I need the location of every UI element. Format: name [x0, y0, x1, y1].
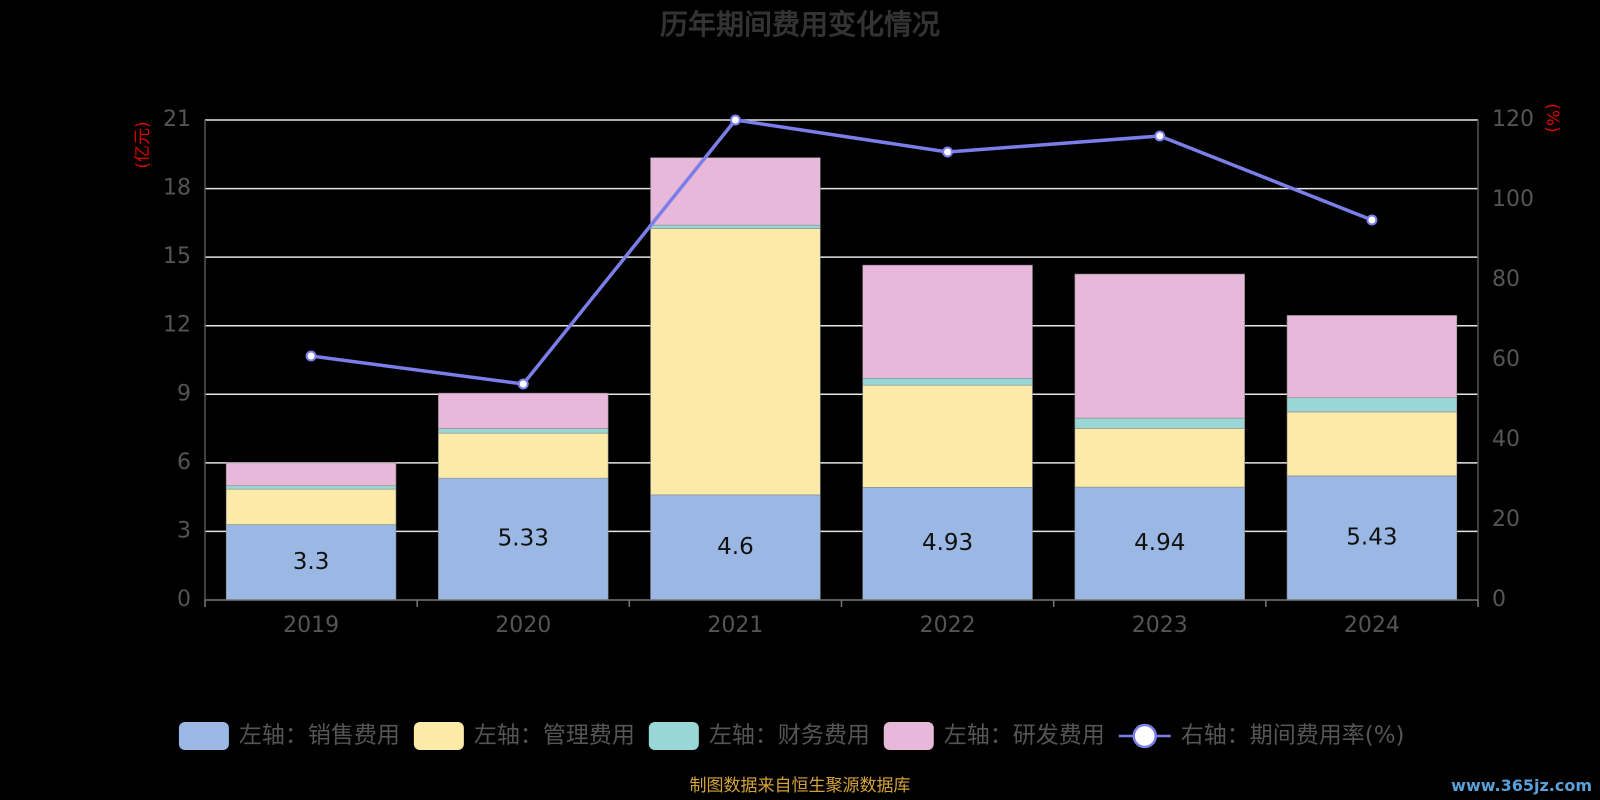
left-tick-label: 12	[163, 313, 191, 338]
left-tick-label: 3	[177, 518, 191, 543]
bar-segment-3	[1074, 273, 1245, 419]
right-tick-label: 0	[1492, 587, 1506, 612]
bar-segment-2	[225, 485, 397, 490]
left-tick-label: 9	[177, 381, 191, 406]
legend-swatch	[178, 722, 229, 750]
rate-line-point	[942, 146, 954, 158]
bar-segment-3	[225, 462, 397, 487]
bar-segment-0	[1286, 475, 1458, 601]
bar-segment-0	[1074, 486, 1245, 601]
rate-line-point	[1366, 214, 1378, 226]
left-tick-label: 18	[163, 176, 191, 201]
bar-segment-0	[650, 494, 821, 601]
rate-line-path	[310, 118, 1373, 386]
bar-segment-2	[650, 224, 821, 229]
legend-label: 左轴：财务费用	[709, 723, 870, 749]
legend-label: 右轴：期间费用率(%)	[1181, 723, 1405, 749]
right-tick-label: 40	[1492, 427, 1520, 452]
bar-segment-1	[862, 384, 1033, 488]
bar-value-label: 4.93	[922, 530, 973, 556]
legend-swatch	[883, 722, 934, 750]
bar-segment-2	[1286, 397, 1458, 413]
right-tick-label: 120	[1492, 107, 1534, 132]
bar-segment-1	[1286, 411, 1458, 477]
x-category-label: 2022	[920, 613, 976, 638]
bar-value-labels: 3.3 5.33 4.6 4.93 4.94 5.43	[293, 524, 1398, 574]
bar-segment-2	[438, 428, 609, 434]
bar-segment-1	[225, 488, 397, 525]
legend-label: 左轴：研发费用	[944, 723, 1105, 749]
rate-line-point	[729, 114, 741, 126]
bar-value-label: 5.43	[1346, 524, 1397, 550]
right-tick-label: 80	[1492, 267, 1520, 292]
legend-item-3[interactable]: 左轴：研发费用	[883, 722, 1105, 750]
bar-segment-0	[862, 487, 1033, 601]
left-tick-label: 0	[177, 587, 191, 612]
x-category-label: 2020	[495, 613, 551, 638]
axes: 0 3 6 9 12 15 18 21 0 20 40 60 80 100 120 2019 2020 2021 2…	[163, 107, 1534, 638]
bars	[225, 157, 1458, 601]
rate-line-point	[1154, 130, 1166, 142]
right-axis-unit: (%)	[1542, 103, 1562, 132]
bar-segment-3	[862, 264, 1033, 379]
legend-item-0[interactable]: 左轴：销售费用	[178, 722, 400, 750]
right-tick-label: 20	[1492, 507, 1520, 532]
bar-segment-3	[438, 392, 609, 429]
bar-segment-2	[862, 377, 1033, 386]
legend-item-2[interactable]: 左轴：财务费用	[648, 722, 870, 750]
legend: 左轴：销售费用 左轴：管理费用 左轴：财务费用 左轴：研发费用 右轴：期间费用率(%)	[178, 722, 1405, 750]
bar-segment-2	[1074, 417, 1245, 429]
legend-item-4[interactable]: 右轴：期间费用率(%)	[1118, 723, 1405, 749]
left-axis-unit: (亿元)	[133, 121, 153, 168]
left-tick-label: 6	[177, 450, 191, 475]
right-tick-label: 100	[1492, 187, 1534, 212]
bar-value-label: 3.3	[293, 549, 330, 575]
left-tick-label: 21	[163, 107, 191, 132]
legend-label: 左轴：销售费用	[239, 723, 400, 749]
right-tick-label: 60	[1492, 347, 1520, 372]
bar-segment-3	[1286, 315, 1458, 399]
grid-lines	[205, 119, 1478, 533]
rate-line	[305, 114, 1378, 390]
x-category-label: 2023	[1132, 613, 1188, 638]
bar-segment-1	[1074, 428, 1245, 488]
legend-item-1[interactable]: 左轴：管理费用	[413, 722, 635, 750]
x-category-label: 2019	[283, 613, 339, 638]
legend-line-marker	[1132, 723, 1157, 749]
x-category-label: 2021	[707, 613, 763, 638]
bar-segment-1	[438, 432, 609, 479]
bar-value-label: 4.6	[717, 534, 754, 560]
bar-value-label: 4.94	[1134, 530, 1185, 556]
chart-title: 历年期间费用变化情况	[660, 8, 940, 41]
legend-label: 左轴：管理费用	[474, 723, 635, 749]
legend-swatch	[648, 722, 699, 750]
rate-line-point	[517, 378, 529, 390]
bar-value-label: 5.33	[498, 526, 549, 552]
bar-segment-0	[438, 477, 609, 601]
source-note: 制图数据来自恒生聚源数据库	[690, 776, 911, 796]
watermark: www.365jz.com	[1451, 776, 1592, 795]
x-category-label: 2024	[1344, 613, 1400, 638]
bar-segment-1	[650, 228, 821, 496]
legend-swatch	[413, 722, 464, 750]
left-tick-label: 15	[163, 244, 191, 269]
rate-line-point	[305, 350, 317, 362]
